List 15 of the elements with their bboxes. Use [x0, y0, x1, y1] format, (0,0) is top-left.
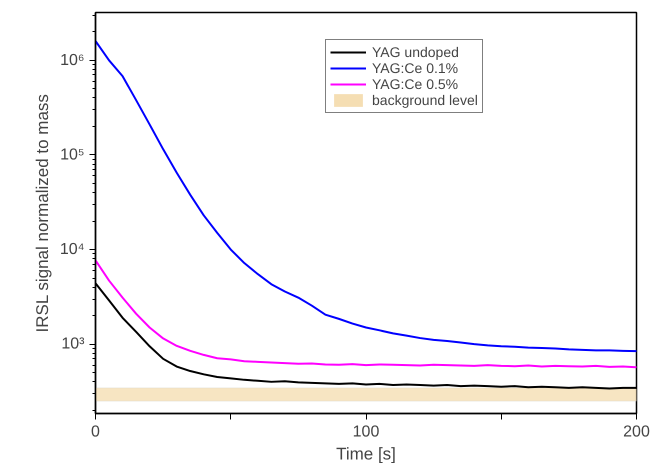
y-tick-label: 10³ — [61, 336, 86, 353]
x-tick-label: 100 — [352, 424, 380, 440]
y-tick-label: 10⁶ — [60, 52, 85, 69]
y-tick-label: 10⁵ — [60, 146, 85, 164]
legend-label: YAG:Ce 0.5% — [372, 76, 458, 92]
legend-label: YAG undoped — [372, 44, 459, 60]
x-tick-label: 200 — [623, 424, 650, 440]
legend-label: YAG:Ce 0.1% — [372, 60, 458, 76]
y-axis-title: IRSL signal normalized to mass — [32, 94, 52, 333]
legend-label: background level — [372, 92, 478, 108]
y-tick-label: 10⁴ — [60, 241, 85, 258]
x-tick-label: 0 — [91, 424, 100, 440]
line-series — [96, 40, 636, 352]
x-axis-title: Time [s] — [336, 444, 396, 464]
line-series — [96, 259, 636, 368]
